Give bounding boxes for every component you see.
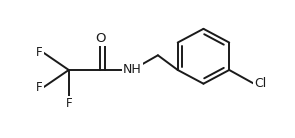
Text: Cl: Cl [254,77,266,90]
Text: F: F [36,81,43,94]
Text: NH: NH [123,63,142,76]
Text: F: F [36,46,43,59]
Text: F: F [65,97,72,110]
Text: O: O [95,32,106,45]
